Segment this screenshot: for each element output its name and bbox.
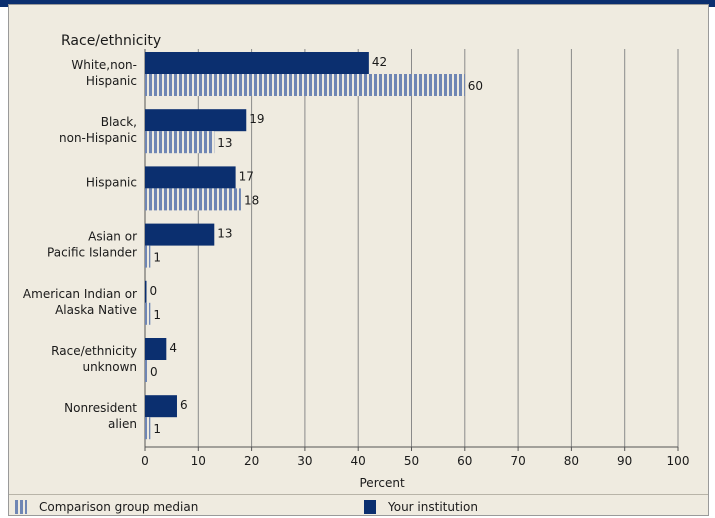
bar-comparison-6 <box>145 417 151 440</box>
category-label-0-0: White,non- <box>71 58 137 72</box>
data-label-comparison-6: 1 <box>153 422 161 436</box>
bar-institution-4 <box>145 280 147 303</box>
category-label-1-1: non-Hispanic <box>59 131 137 145</box>
category-label-0-1: Hispanic <box>86 74 137 88</box>
category-label-3-1: Pacific Islander <box>47 246 137 260</box>
data-label-comparison-4: 1 <box>153 308 161 322</box>
race-ethnicity-chart: 0 10 20 30 40 50 60 70 80 90 100Race/ethnicityPerc… <box>23 33 690 490</box>
data-label-institution-2: 17 <box>239 169 254 183</box>
category-label-6-0: Nonresident <box>64 401 137 415</box>
data-label-institution-3: 13 <box>217 227 232 241</box>
data-label-institution-6: 6 <box>180 398 188 412</box>
category-label-3-0: Asian or <box>88 230 137 244</box>
bar-institution-6 <box>145 395 177 418</box>
data-label-institution-1: 19 <box>249 112 264 126</box>
category-label-1-0: Black, <box>101 115 137 129</box>
category-label-2-0: Hispanic <box>86 175 137 189</box>
legend-label-institution: Your institution <box>388 500 478 514</box>
chart-title: Race/ethnicity <box>61 33 161 49</box>
x-tick-label-90: 90 <box>617 454 632 468</box>
bar-comparison-1 <box>145 131 215 154</box>
x-tick-label-40: 40 <box>351 454 366 468</box>
bar-comparison-0 <box>145 74 465 96</box>
category-label-5-0: Race/ethnicity <box>51 344 137 358</box>
bar-institution-0 <box>145 52 369 74</box>
data-label-institution-4: 0 <box>150 284 158 298</box>
bar-comparison-5 <box>145 360 147 382</box>
legend-item-comparison: Comparison group median <box>15 499 198 515</box>
top-accent-bar <box>0 0 715 7</box>
x-tick-label-50: 50 <box>404 454 419 468</box>
legend-item-institution: Your institution <box>364 499 478 515</box>
x-tick-label-60: 60 <box>457 454 472 468</box>
legend-label-comparison: Comparison group median <box>39 500 199 514</box>
x-tick-label-80: 80 <box>564 454 579 468</box>
bar-comparison-3 <box>145 245 151 268</box>
x-tick-label-30: 30 <box>297 454 312 468</box>
data-label-comparison-5: 0 <box>150 365 158 379</box>
bar-comparison-4 <box>145 302 151 325</box>
category-label-4-0: American Indian or <box>23 287 137 301</box>
legend-swatch-institution <box>364 500 376 514</box>
bar-institution-2 <box>145 166 236 189</box>
data-label-comparison-1: 13 <box>217 136 232 150</box>
bar-comparison-2 <box>145 188 241 211</box>
bar-institution-3 <box>145 223 215 246</box>
chart-frame: 0 10 20 30 40 50 60 70 80 90 100 Race/ethnicity Perc… <box>8 4 709 516</box>
data-label-comparison-3: 1 <box>153 251 161 265</box>
category-label-6-1: alien <box>108 417 137 431</box>
legend: Comparison group median Your institution <box>9 494 708 516</box>
data-label-institution-0: 42 <box>372 55 387 69</box>
x-tick-label-70: 70 <box>510 454 525 468</box>
category-label-4-1: Alaska Native <box>55 303 137 317</box>
data-label-institution-5: 4 <box>169 341 177 355</box>
bar-institution-5 <box>145 338 167 360</box>
data-label-comparison-0: 60 <box>468 79 483 93</box>
x-tick-label-100: 100 <box>667 454 690 468</box>
x-axis-label: Percent <box>360 476 405 490</box>
x-tick-label-20: 20 <box>244 454 259 468</box>
bar-institution-1 <box>145 109 247 132</box>
x-tick-label-0: 0 <box>141 454 149 468</box>
data-label-comparison-2: 18 <box>244 193 259 207</box>
legend-swatch-comparison <box>15 500 27 514</box>
category-label-5-1: unknown <box>82 360 137 374</box>
x-tick-label-10: 10 <box>191 454 206 468</box>
